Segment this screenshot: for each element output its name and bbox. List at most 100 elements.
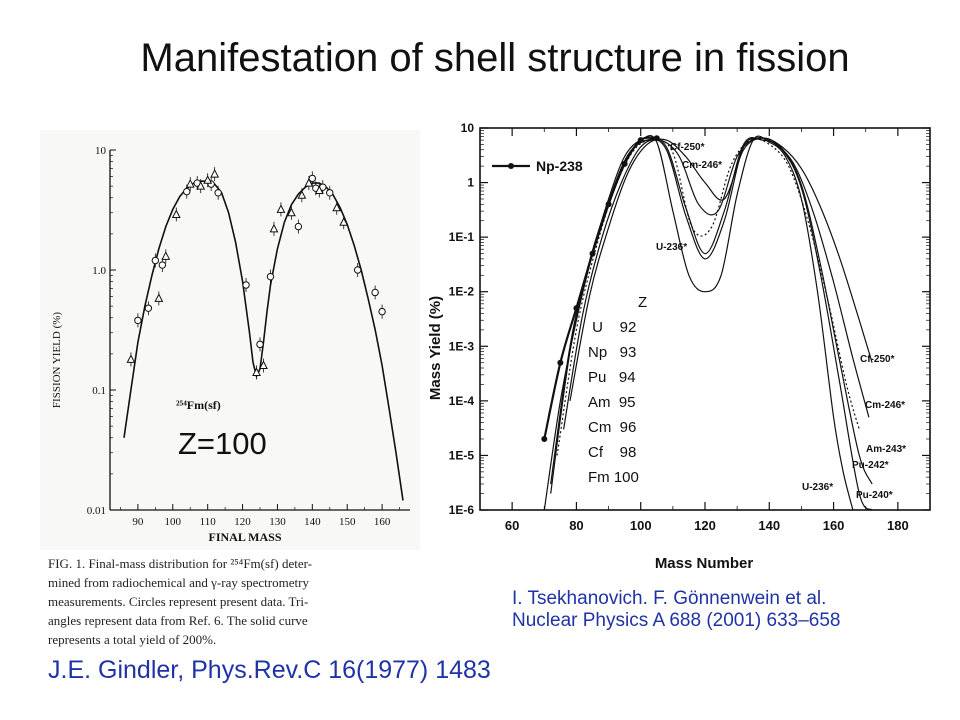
curve-cm-246 bbox=[563, 137, 870, 430]
charge-table-row: Fm 100 bbox=[588, 469, 639, 486]
left-y-tick-label: 0.01 bbox=[87, 505, 106, 517]
left-x-tick-label: 160 bbox=[374, 516, 391, 528]
curve-label-cf250-top: Cf-250* bbox=[670, 142, 705, 153]
triangle-point bbox=[185, 178, 195, 188]
circle-point bbox=[134, 316, 142, 325]
charge-table-row: Pu 94 bbox=[588, 369, 636, 386]
triangle-point bbox=[297, 190, 307, 199]
left-x-tick-label: 130 bbox=[269, 516, 286, 528]
charge-table-row: Am 95 bbox=[588, 394, 636, 411]
caption-line: angles represent data from Ref. 6. The s… bbox=[48, 613, 308, 628]
reference-tsekhanovich: I. Tsekhanovich. F. Gönnenwein et al. Nu… bbox=[512, 588, 841, 632]
left-x-axis-title: FINAL MASS bbox=[208, 530, 281, 544]
left-y-tick-label: 0.1 bbox=[92, 385, 106, 397]
curve-label-cm246-right: Cm-246* bbox=[865, 400, 905, 411]
triangle-point bbox=[171, 209, 181, 219]
circle-point bbox=[214, 189, 222, 197]
right-y-tick-label: 10 bbox=[461, 121, 475, 135]
curve-label-pu240: Pu-240* bbox=[856, 490, 893, 501]
triangle-point bbox=[259, 360, 268, 370]
legend-np238-marker bbox=[508, 163, 514, 169]
right-x-axis-title: Mass Number bbox=[655, 555, 754, 572]
reference-line: I. Tsekhanovich. F. Gönnenwein et al. bbox=[512, 588, 827, 609]
right-y-tick-label: 1E-2 bbox=[449, 285, 475, 299]
right-x-tick-label: 140 bbox=[758, 518, 780, 533]
circle-point bbox=[183, 187, 191, 196]
left-x-tick-label: 140 bbox=[304, 516, 321, 528]
charge-table-row: U 92 bbox=[588, 319, 637, 336]
charge-table-row: Cm 96 bbox=[588, 419, 637, 436]
legend-np238-label: Np-238 bbox=[536, 158, 583, 174]
left-x-tick-label: 100 bbox=[165, 516, 182, 528]
caption-line: FIG. 1. Final-mass distribution for ²⁵⁴F… bbox=[48, 556, 313, 571]
left-annotation-fm254: ²⁵⁴Fm(sf) bbox=[176, 398, 221, 412]
triangle-point bbox=[332, 202, 342, 212]
circle-point bbox=[144, 304, 153, 312]
triangle-point bbox=[339, 217, 349, 226]
circle-point bbox=[378, 307, 386, 316]
caption-line: represents a total yield of 200%. bbox=[48, 632, 217, 647]
figure-caption: FIG. 1. Final-mass distribution for ²⁵⁴F… bbox=[48, 554, 408, 649]
reference-gindler: J.E. Gindler, Phys.Rev.C 16(1977) 1483 bbox=[48, 656, 491, 684]
triangle-point bbox=[252, 367, 261, 376]
curve-label-am243: Am-243* bbox=[866, 444, 906, 455]
triangle-point bbox=[269, 223, 279, 233]
triangle-point bbox=[196, 181, 206, 190]
curve-label-u236-right: U-236* bbox=[802, 482, 833, 493]
triangle-point bbox=[154, 293, 164, 302]
circle-point bbox=[371, 288, 379, 297]
right-y-tick-label: 1E-4 bbox=[449, 394, 475, 408]
np238-point bbox=[557, 359, 564, 366]
triangle-point bbox=[304, 177, 314, 187]
curve-label-cm246-top: Cm-246* bbox=[682, 160, 722, 171]
triangle-point bbox=[161, 251, 171, 260]
left-y-tick-label: 10 bbox=[95, 145, 107, 157]
charge-table-row: Cf 98 bbox=[588, 444, 637, 461]
caption-line: measurements. Circles represent present … bbox=[48, 594, 309, 609]
curve-am-243 bbox=[556, 138, 860, 456]
circle-point bbox=[151, 256, 160, 265]
circle-point bbox=[294, 222, 303, 231]
left-x-tick-label: 110 bbox=[200, 516, 217, 528]
right-x-tick-label: 180 bbox=[887, 518, 909, 533]
triangle-point bbox=[203, 175, 213, 184]
circle-point bbox=[326, 189, 334, 197]
caption-line: mined from radiochemical and γ-ray spect… bbox=[48, 575, 309, 590]
right-chart: 10 1 1E-1 1E-2 1E-3 1E-4 1E-5 1E-6 60 80 100 120 140… bbox=[420, 118, 940, 580]
right-y-tick-label: 1E-6 bbox=[449, 503, 475, 517]
right-x-tick-label: 160 bbox=[823, 518, 845, 533]
charge-table: Z U 92 Np 93 Pu 94 Am 95 Cm 96 Cf 98 Fm … bbox=[588, 290, 647, 490]
slide-title: Manifestation of shell structure in fiss… bbox=[140, 36, 850, 80]
left-x-tick-label: 90 bbox=[132, 516, 144, 528]
triangle-point bbox=[276, 204, 286, 213]
solid-curve-total-yield bbox=[123, 180, 404, 501]
curve-cf-250 bbox=[569, 137, 873, 402]
right-y-tick-label: 1 bbox=[467, 176, 474, 190]
charge-table-header: Z bbox=[638, 294, 648, 311]
circle-point bbox=[256, 340, 264, 349]
right-x-tick-label: 80 bbox=[569, 518, 583, 533]
right-x-tick-label: 120 bbox=[694, 518, 716, 533]
right-y-tick-label: 1E-5 bbox=[449, 448, 475, 462]
curve-label-cf250-right: Cf-250* bbox=[860, 354, 895, 365]
curve-label-pu242: Pu-242* bbox=[852, 460, 889, 471]
left-chart: 10 1.0 0.1 0.01 90 100 110 120 130 140 150 160 FISS… bbox=[40, 130, 420, 550]
circle-point bbox=[242, 281, 250, 289]
right-x-tick-label: 60 bbox=[505, 518, 519, 533]
right-x-tick-label: 100 bbox=[630, 518, 652, 533]
triangle-point bbox=[126, 354, 136, 363]
charge-table-row: Np 93 bbox=[588, 344, 637, 361]
triangle-point bbox=[210, 168, 220, 178]
triangle-point bbox=[314, 185, 324, 194]
circle-point bbox=[158, 261, 167, 269]
circle-point bbox=[353, 266, 362, 274]
reference-line: Nuclear Physics A 688 (2001) 633–658 bbox=[512, 610, 841, 631]
triangle-point bbox=[286, 207, 296, 217]
left-y-axis-title: FISSION YIELD (%) bbox=[51, 312, 63, 408]
np238-point bbox=[541, 436, 548, 443]
circle-point bbox=[266, 272, 275, 281]
curve-label-u236-mid: U-236* bbox=[656, 242, 687, 253]
left-x-tick-label: 150 bbox=[339, 516, 356, 528]
right-y-axis-title: Mass Yield (%) bbox=[427, 296, 444, 400]
right-y-tick-label: 1E-1 bbox=[449, 230, 475, 244]
